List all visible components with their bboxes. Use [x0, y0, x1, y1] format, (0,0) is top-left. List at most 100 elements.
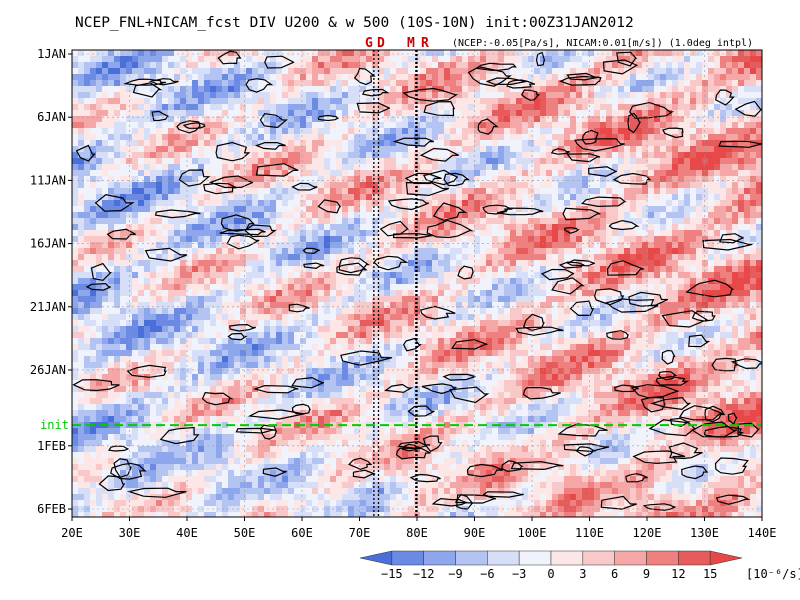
heatmap-cell — [666, 218, 673, 225]
heatmap-cell — [558, 134, 565, 141]
heatmap-cell — [186, 146, 193, 153]
heatmap-cell — [198, 200, 205, 207]
heatmap-cell — [564, 92, 571, 99]
heatmap-cell — [510, 200, 517, 207]
heatmap-cell — [180, 260, 187, 267]
heatmap-cell — [282, 92, 289, 99]
heatmap-cell — [714, 146, 721, 153]
heatmap-cell — [552, 302, 559, 309]
heatmap-cell — [648, 74, 655, 81]
heatmap-cell — [84, 110, 91, 117]
heatmap-cell — [180, 296, 187, 303]
heatmap-cell — [288, 92, 295, 99]
heatmap-cell — [702, 80, 709, 87]
heatmap-cell — [90, 254, 97, 261]
heatmap-cell — [144, 50, 151, 57]
heatmap-cell — [402, 116, 409, 123]
heatmap-cell — [306, 140, 313, 147]
heatmap-cell — [594, 188, 601, 195]
heatmap-cell — [228, 302, 235, 309]
heatmap-cell — [384, 134, 391, 141]
heatmap-cell — [660, 176, 667, 183]
heatmap-cell — [396, 122, 403, 129]
heatmap-cell — [714, 206, 721, 213]
heatmap-cell — [312, 170, 319, 177]
heatmap-cell — [396, 68, 403, 75]
heatmap-cell — [462, 182, 469, 189]
heatmap-cell — [192, 266, 199, 273]
heatmap-cell — [114, 164, 121, 171]
heatmap-cell — [516, 68, 523, 75]
heatmap-cell — [174, 278, 181, 285]
heatmap-cell — [150, 260, 157, 267]
heatmap-cell — [198, 158, 205, 165]
heatmap-cell — [126, 290, 133, 297]
heatmap-cell — [432, 302, 439, 309]
heatmap-cell — [378, 236, 385, 243]
heatmap-cell — [414, 74, 421, 81]
heatmap-cell — [678, 260, 685, 267]
heatmap-cell — [102, 68, 109, 75]
heatmap-cell — [732, 248, 739, 255]
heatmap-cell — [360, 290, 367, 297]
heatmap-cell — [696, 74, 703, 81]
heatmap-cell — [684, 260, 691, 267]
heatmap-cell — [726, 218, 733, 225]
heatmap-cell — [648, 110, 655, 117]
heatmap-cell — [558, 170, 565, 177]
heatmap-cell — [372, 278, 379, 285]
heatmap-cell — [600, 266, 607, 273]
heatmap-cell — [666, 254, 673, 261]
heatmap-cell — [276, 272, 283, 279]
heatmap-cell — [726, 272, 733, 279]
heatmap-cell — [480, 86, 487, 93]
heatmap-cell — [198, 188, 205, 195]
heatmap-cell — [198, 194, 205, 201]
heatmap-cell — [330, 302, 337, 309]
heatmap-cell — [366, 188, 373, 195]
heatmap-cell — [270, 86, 277, 93]
heatmap-cell — [354, 116, 361, 123]
heatmap-cell — [270, 104, 277, 111]
heatmap-cell — [564, 266, 571, 273]
heatmap-cell — [654, 128, 661, 135]
heatmap-cell — [354, 62, 361, 69]
heatmap-cell — [438, 74, 445, 81]
heatmap-cell — [498, 74, 505, 81]
heatmap-cell — [660, 164, 667, 171]
heatmap-cell — [372, 290, 379, 297]
heatmap-cell — [360, 278, 367, 285]
heatmap-cell — [336, 200, 343, 207]
heatmap-cell — [276, 182, 283, 189]
heatmap-cell — [468, 56, 475, 63]
heatmap-cell — [474, 248, 481, 255]
heatmap-cell — [456, 170, 463, 177]
heatmap-cell — [408, 218, 415, 225]
heatmap-cell — [582, 152, 589, 159]
heatmap-cell — [222, 56, 229, 63]
heatmap-cell — [384, 56, 391, 63]
heatmap-cell — [240, 218, 247, 225]
heatmap-cell — [240, 116, 247, 123]
heatmap-cell — [282, 254, 289, 261]
heatmap-cell — [486, 80, 493, 87]
heatmap-cell — [402, 278, 409, 285]
heatmap-cell — [414, 146, 421, 153]
heatmap-cell — [636, 242, 643, 249]
heatmap-cell — [126, 146, 133, 153]
heatmap-cell — [480, 248, 487, 255]
heatmap-cell — [156, 224, 163, 231]
heatmap-cell — [654, 212, 661, 219]
heatmap-cell — [564, 86, 571, 93]
heatmap-cell — [336, 278, 343, 285]
heatmap-cell — [258, 86, 265, 93]
heatmap-cell — [384, 200, 391, 207]
heatmap-cell — [714, 254, 721, 261]
heatmap-cell — [480, 158, 487, 165]
heatmap-cell — [666, 248, 673, 255]
heatmap-cell — [672, 158, 679, 165]
heatmap-cell — [720, 134, 727, 141]
heatmap-cell — [480, 200, 487, 207]
heatmap-cell — [198, 122, 205, 129]
